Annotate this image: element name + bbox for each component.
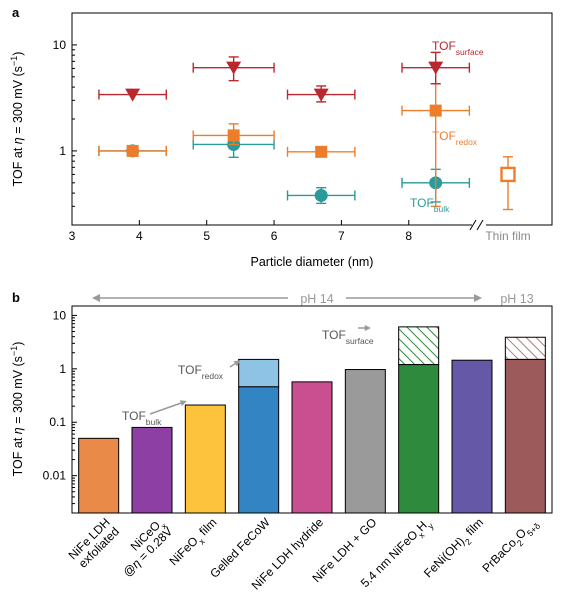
panel-a-bulk-label: TOFbulk	[410, 196, 450, 214]
panel-b-y-tick-label: 0.01	[43, 469, 67, 483]
panel-a-redox-label: TOFredox	[432, 129, 478, 147]
panel-a-surface-point	[401, 51, 471, 85]
panel-a-redox-point	[286, 145, 356, 158]
panel-b-ph-arrows: pH 14 pH 13	[92, 292, 534, 306]
panel-a-label: a	[12, 5, 20, 20]
bar-main-segment	[504, 358, 546, 514]
panel-b-y-tick-label: 1	[59, 362, 66, 376]
panel-a-x-tick-label: 7	[338, 229, 345, 243]
bar-main-segment	[78, 437, 120, 514]
bar-8	[451, 359, 493, 514]
annotation-surface-label: TOFsurface	[322, 328, 374, 346]
panel-a-redox-point	[98, 144, 167, 157]
panel-a-y-tick-label: 10	[53, 38, 67, 52]
panel-b-y-axis-label: TOF at η = 300 mV (s−1)	[9, 342, 25, 477]
bar-main-segment	[184, 404, 226, 514]
panel-a-axes: 3 4 5 6 7 8 Thin film 1 10	[53, 12, 531, 243]
panel-a-x-tick-label: 4	[136, 229, 143, 243]
bar-top-segment	[504, 336, 546, 360]
panel-a-bulk-point	[286, 186, 356, 205]
bar-4	[238, 358, 280, 514]
svg-text:PrBaCo2O5+δ: PrBaCo2O5+δ	[479, 515, 542, 578]
svg-text:NiFeOx film: NiFeOx film	[166, 515, 222, 571]
category-label-9: PrBaCo2O5+δ	[479, 515, 542, 578]
annotation-bulk-label: TOFbulk	[122, 409, 162, 427]
annotation-redox: TOFredox	[178, 360, 241, 381]
panel-a-surface-label: TOFsurface	[432, 39, 484, 57]
panel-a-x-tick-label: 6	[271, 229, 278, 243]
bar-main-segment	[291, 381, 333, 514]
annotation-bulk: TOFbulk	[122, 400, 187, 427]
bar-main-segment	[131, 426, 173, 514]
bar-main-segment	[451, 359, 493, 514]
bar-5	[291, 381, 333, 514]
annotation-arrow	[149, 401, 185, 415]
bar-main-segment	[344, 369, 386, 514]
panel-b-annotations: TOFbulk TOFredox TOFsurface	[122, 324, 374, 427]
panel-a-redox-point	[192, 123, 275, 146]
bar-9	[504, 336, 546, 514]
ph14-arrow	[92, 294, 482, 302]
panel-a-x-tick-label: 3	[69, 229, 76, 243]
panel-a-x-axis-label: Particle diameter (nm)	[251, 255, 374, 269]
panel-b-label: b	[12, 290, 20, 305]
panel-b-y-tick-label: 10	[53, 308, 67, 322]
panel-a-series	[98, 51, 516, 211]
bar-2	[131, 426, 173, 514]
panel-a-thin-film-point	[500, 156, 516, 211]
panel-a-surface-point	[192, 56, 275, 82]
panel-a-surface-point	[286, 85, 356, 103]
panel-a-axis-break-gap	[472, 221, 486, 229]
bar-3	[184, 404, 226, 514]
panel-a-y-tick-label: 1	[59, 144, 66, 158]
category-label-3: NiFeOx film	[166, 515, 222, 571]
panel-a-x-tick-label: 8	[405, 229, 412, 243]
annotation-surface: TOFsurface	[322, 324, 374, 346]
category-label-2: NiCeOx@η = 0.28V	[120, 518, 175, 579]
panel-a-series-labels: TOFsurface TOFredox TOFbulk	[410, 39, 484, 214]
ph14-label: pH 14	[300, 292, 333, 306]
panel-a-y-axis-label: TOF at η = 300 mV (s−1)	[9, 52, 25, 187]
annotation-redox-label: TOFredox	[178, 363, 224, 381]
bar-main-segment	[398, 364, 440, 514]
bar-7	[398, 326, 440, 514]
panel-b-axes: 0.01 0.1 1 10	[43, 308, 77, 514]
bar-top-segment	[398, 326, 440, 366]
panel-a-axis-break-mark	[469, 219, 477, 231]
panel-a-axis-break-mark	[476, 219, 484, 231]
panel-b-bars	[78, 326, 546, 514]
panel-a-thin-film-label: Thin film	[485, 229, 530, 243]
bar-main-segment	[238, 386, 280, 514]
bar-6	[344, 369, 386, 514]
bar-top-segment	[238, 358, 280, 388]
panel-b-y-tick-label: 0.1	[49, 415, 66, 429]
panel-a-x-tick-label: 5	[203, 229, 210, 243]
bar-1	[78, 437, 120, 514]
panel-a-plot-frame	[71, 12, 553, 226]
panel-a-surface-point	[98, 88, 167, 102]
ph13-label: pH 13	[500, 292, 533, 306]
